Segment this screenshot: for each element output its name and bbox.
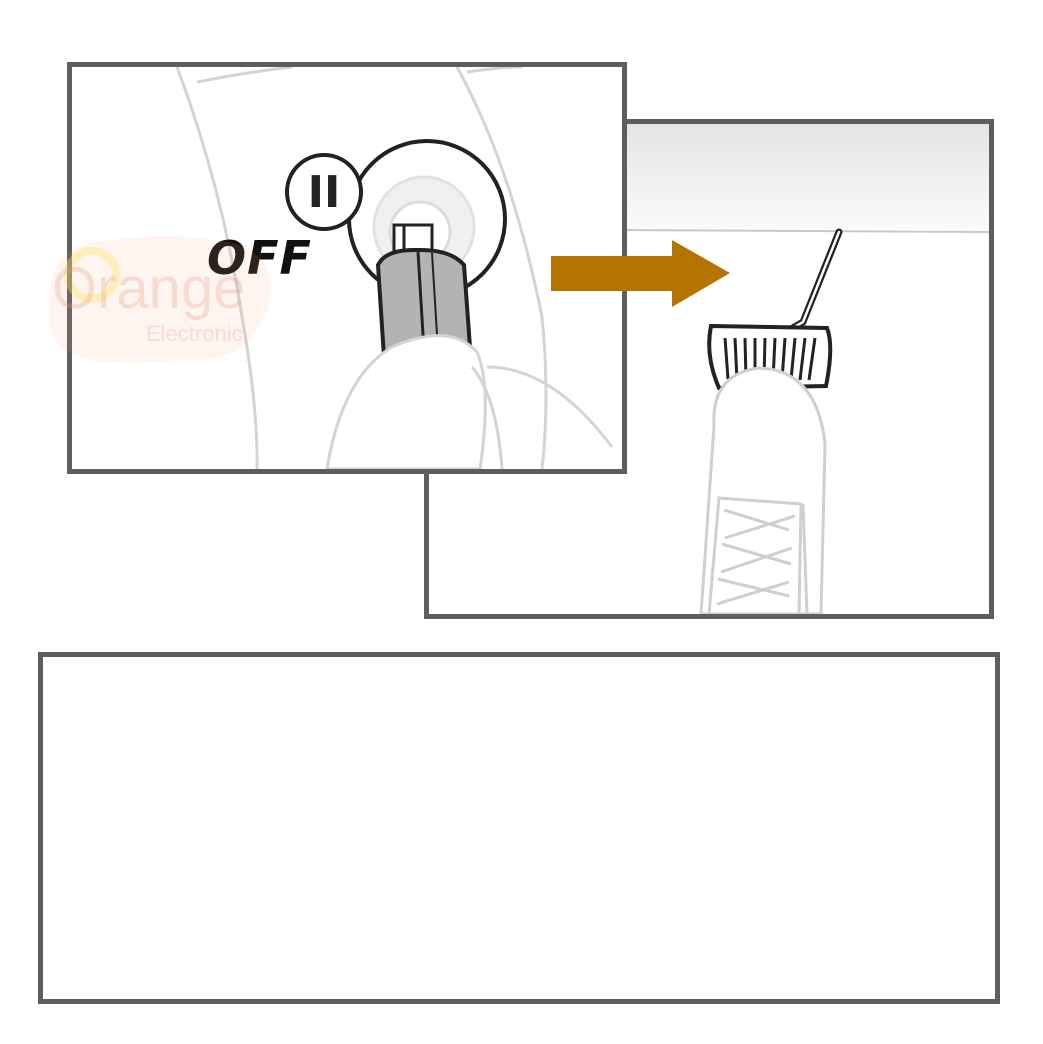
off-label: OFF (207, 231, 312, 285)
pedal-arm (787, 228, 843, 333)
blank-panel (38, 652, 1000, 1004)
ignition-scene (175, 67, 614, 469)
position-numeral-badge: II (285, 153, 363, 231)
position-numeral: II (307, 166, 341, 218)
foot-icon (699, 366, 827, 614)
ignition-panel: II OFF (67, 62, 627, 474)
hand-icon (325, 334, 504, 469)
steering-column-outline (175, 67, 614, 469)
